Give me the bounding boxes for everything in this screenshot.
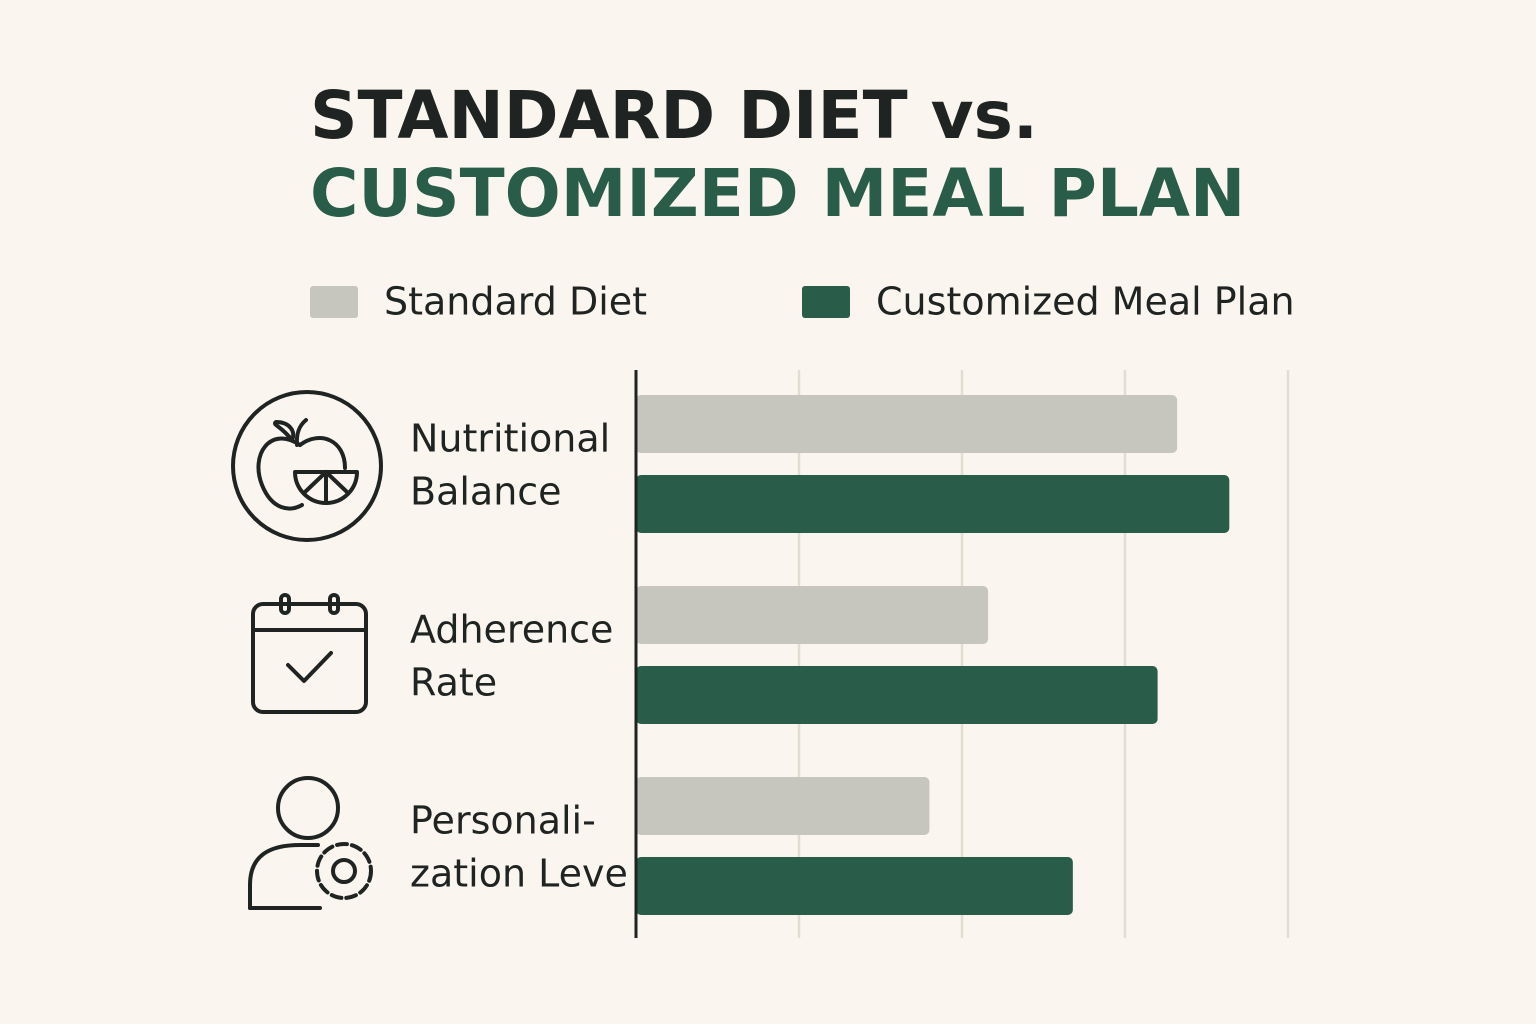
category-label: Adherence [410, 608, 613, 652]
legend-label: Customized Meal Plan [876, 280, 1295, 324]
category-label: Rate [410, 661, 497, 705]
legend-label: Standard Diet [384, 280, 647, 324]
chart-title: CUSTOMIZED MEAL PLAN [310, 155, 1245, 232]
bar [636, 666, 1158, 724]
calendar-icon [251, 593, 368, 714]
bar [636, 586, 989, 644]
bar [636, 395, 1178, 453]
legend-swatch [310, 286, 358, 318]
apple-icon [231, 390, 383, 542]
bar [636, 475, 1230, 533]
user-settings-icon [248, 776, 373, 910]
bar [636, 777, 930, 835]
category-label: Nutritional [410, 417, 610, 461]
legend-swatch [802, 286, 850, 318]
category-label: zation Leve [410, 852, 628, 896]
chart-title: STANDARD DIET vs. [310, 77, 1038, 154]
category-label: Balance [410, 470, 562, 514]
bar [636, 857, 1073, 915]
category-label: Personali- [410, 799, 596, 843]
